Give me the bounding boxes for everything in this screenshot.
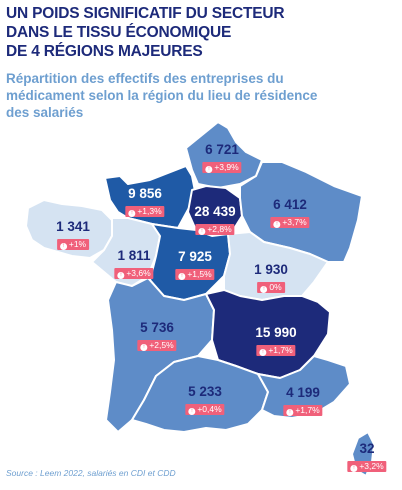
region-value-pays-de-la-loire: 1 811	[117, 248, 151, 263]
region-label-nouvelle-aquitaine: 5 736 ↑ +2,5%	[137, 320, 177, 353]
arrow-up-icon: ↑	[117, 272, 125, 279]
region-change-pays-de-la-loire: +3,6%	[126, 268, 151, 278]
region-value-paca: 4 199	[286, 385, 320, 400]
arrow-up-icon: ↑	[350, 465, 358, 472]
region-label-corse: 32 ↑ +3,2%	[347, 441, 387, 474]
region-change-paca: +1,7%	[295, 405, 320, 415]
region-change-grand-est: +3,7%	[282, 217, 307, 227]
region-label-ile-de-france: 28 439 ↑ +2,8%	[194, 204, 236, 237]
arrow-up-icon: ↑	[205, 166, 213, 173]
region-shape-paca	[257, 355, 351, 419]
region-change-badge: ↑ +1,7%	[283, 405, 323, 416]
region-change-badge: ↑ 0%	[257, 282, 285, 293]
region-change-badge: ↑ +3,9%	[202, 162, 242, 173]
page-subtitle: Répartition des effectifs des entreprise…	[6, 70, 398, 121]
arrow-up-icon: ↑	[140, 344, 148, 351]
region-change-badge: ↑ +1%	[56, 239, 90, 250]
region-change-badge: ↑ +1,7%	[256, 345, 296, 356]
region-change-badge: ↑ +2,8%	[195, 224, 235, 235]
subtitle-line-3: des salariés	[6, 105, 84, 120]
region-change-badge: ↑ +2,5%	[137, 340, 177, 351]
region-value-grand-est: 6 412	[273, 197, 307, 212]
region-change-nouvelle-aquitaine: +2,5%	[149, 340, 174, 350]
region-label-centre-val-de-loire: 7 925 ↑ +1,5%	[175, 249, 215, 282]
region-value-occitanie: 5 233	[188, 384, 222, 399]
region-label-bourgogne-franche-comte: 1 930 ↑ 0%	[254, 262, 288, 295]
arrow-up-icon: ↑	[188, 408, 196, 415]
region-label-bretagne: 1 341 ↑ +1%	[56, 219, 90, 252]
arrow-up-icon: ↑	[59, 243, 67, 250]
source-note: Source : Leem 2022, salariés en CDI et C…	[6, 468, 176, 478]
region-change-badge: ↑ +3,6%	[114, 268, 154, 279]
region-change-badge: ↑ +3,2%	[347, 461, 387, 472]
region-shape-occitanie	[131, 355, 269, 433]
region-label-grand-est: 6 412 ↑ +3,7%	[270, 197, 310, 230]
region-change-hauts-de-france: +3,9%	[214, 162, 239, 172]
region-change-badge: ↑ +1,3%	[125, 206, 165, 217]
region-value-normandie: 9 856	[128, 186, 162, 201]
title-line-3: DE 4 RÉGIONS MAJEURES	[6, 43, 203, 60]
page-title: UN POIDS SIGNIFICATIF DU SECTEUR DANS LE…	[6, 4, 396, 61]
region-label-hauts-de-france: 6 721 ↑ +3,9%	[202, 142, 242, 175]
region-change-occitanie: +0,4%	[197, 404, 222, 414]
region-change-badge: ↑ +1,5%	[175, 269, 215, 280]
subtitle-line-2: médicament selon la région du lieu de ré…	[6, 88, 318, 103]
region-value-hauts-de-france: 6 721	[205, 142, 239, 157]
region-change-badge: ↑ +0,4%	[185, 404, 225, 415]
arrow-up-icon: ↑	[128, 210, 136, 217]
region-value-nouvelle-aquitaine: 5 736	[140, 320, 174, 335]
region-change-ile-de-france: +2,8%	[207, 224, 232, 234]
title-line-2: DANS LE TISSU ÉCONOMIQUE	[6, 24, 232, 41]
arrow-up-icon: ↑	[198, 228, 206, 235]
region-change-centre-val-de-loire: +1,5%	[187, 269, 212, 279]
arrow-up-icon: ↑	[259, 349, 267, 356]
region-value-bretagne: 1 341	[56, 219, 90, 234]
region-shape-auvergne-rhone-alpes	[205, 289, 331, 379]
region-label-auvergne-rhone-alpes: 15 990 ↑ +1,7%	[255, 325, 297, 358]
region-shape-grand-est	[239, 161, 363, 263]
arrow-up-icon: ↑	[260, 286, 268, 293]
title-line-1: UN POIDS SIGNIFICATIF DU SECTEUR	[6, 5, 285, 22]
region-change-corse: +3,2%	[359, 461, 384, 471]
region-label-normandie: 9 856 ↑ +1,3%	[125, 186, 165, 219]
region-shape-ile-de-france	[187, 185, 243, 237]
region-value-ile-de-france: 28 439	[194, 204, 236, 219]
region-change-auvergne-rhone-alpes: +1,7%	[268, 345, 293, 355]
region-value-auvergne-rhone-alpes: 15 990	[255, 325, 297, 340]
region-label-pays-de-la-loire: 1 811 ↑ +3,6%	[114, 248, 154, 281]
arrow-up-icon: ↑	[273, 221, 281, 228]
region-label-paca: 4 199 ↑ +1,7%	[283, 385, 323, 418]
region-change-bourgogne-franche-comte: 0%	[269, 282, 282, 292]
region-value-corse: 32	[359, 441, 375, 456]
region-change-normandie: +1,3%	[137, 206, 162, 216]
region-label-occitanie: 5 233 ↑ +0,4%	[185, 384, 225, 417]
subtitle-line-1: Répartition des effectifs des entreprise…	[6, 71, 284, 86]
arrow-up-icon: ↑	[178, 273, 186, 280]
arrow-up-icon: ↑	[286, 409, 294, 416]
region-value-bourgogne-franche-comte: 1 930	[254, 262, 288, 277]
region-value-centre-val-de-loire: 7 925	[178, 249, 212, 264]
region-change-badge: ↑ +3,7%	[270, 217, 310, 228]
region-change-bretagne: +1%	[68, 239, 87, 249]
